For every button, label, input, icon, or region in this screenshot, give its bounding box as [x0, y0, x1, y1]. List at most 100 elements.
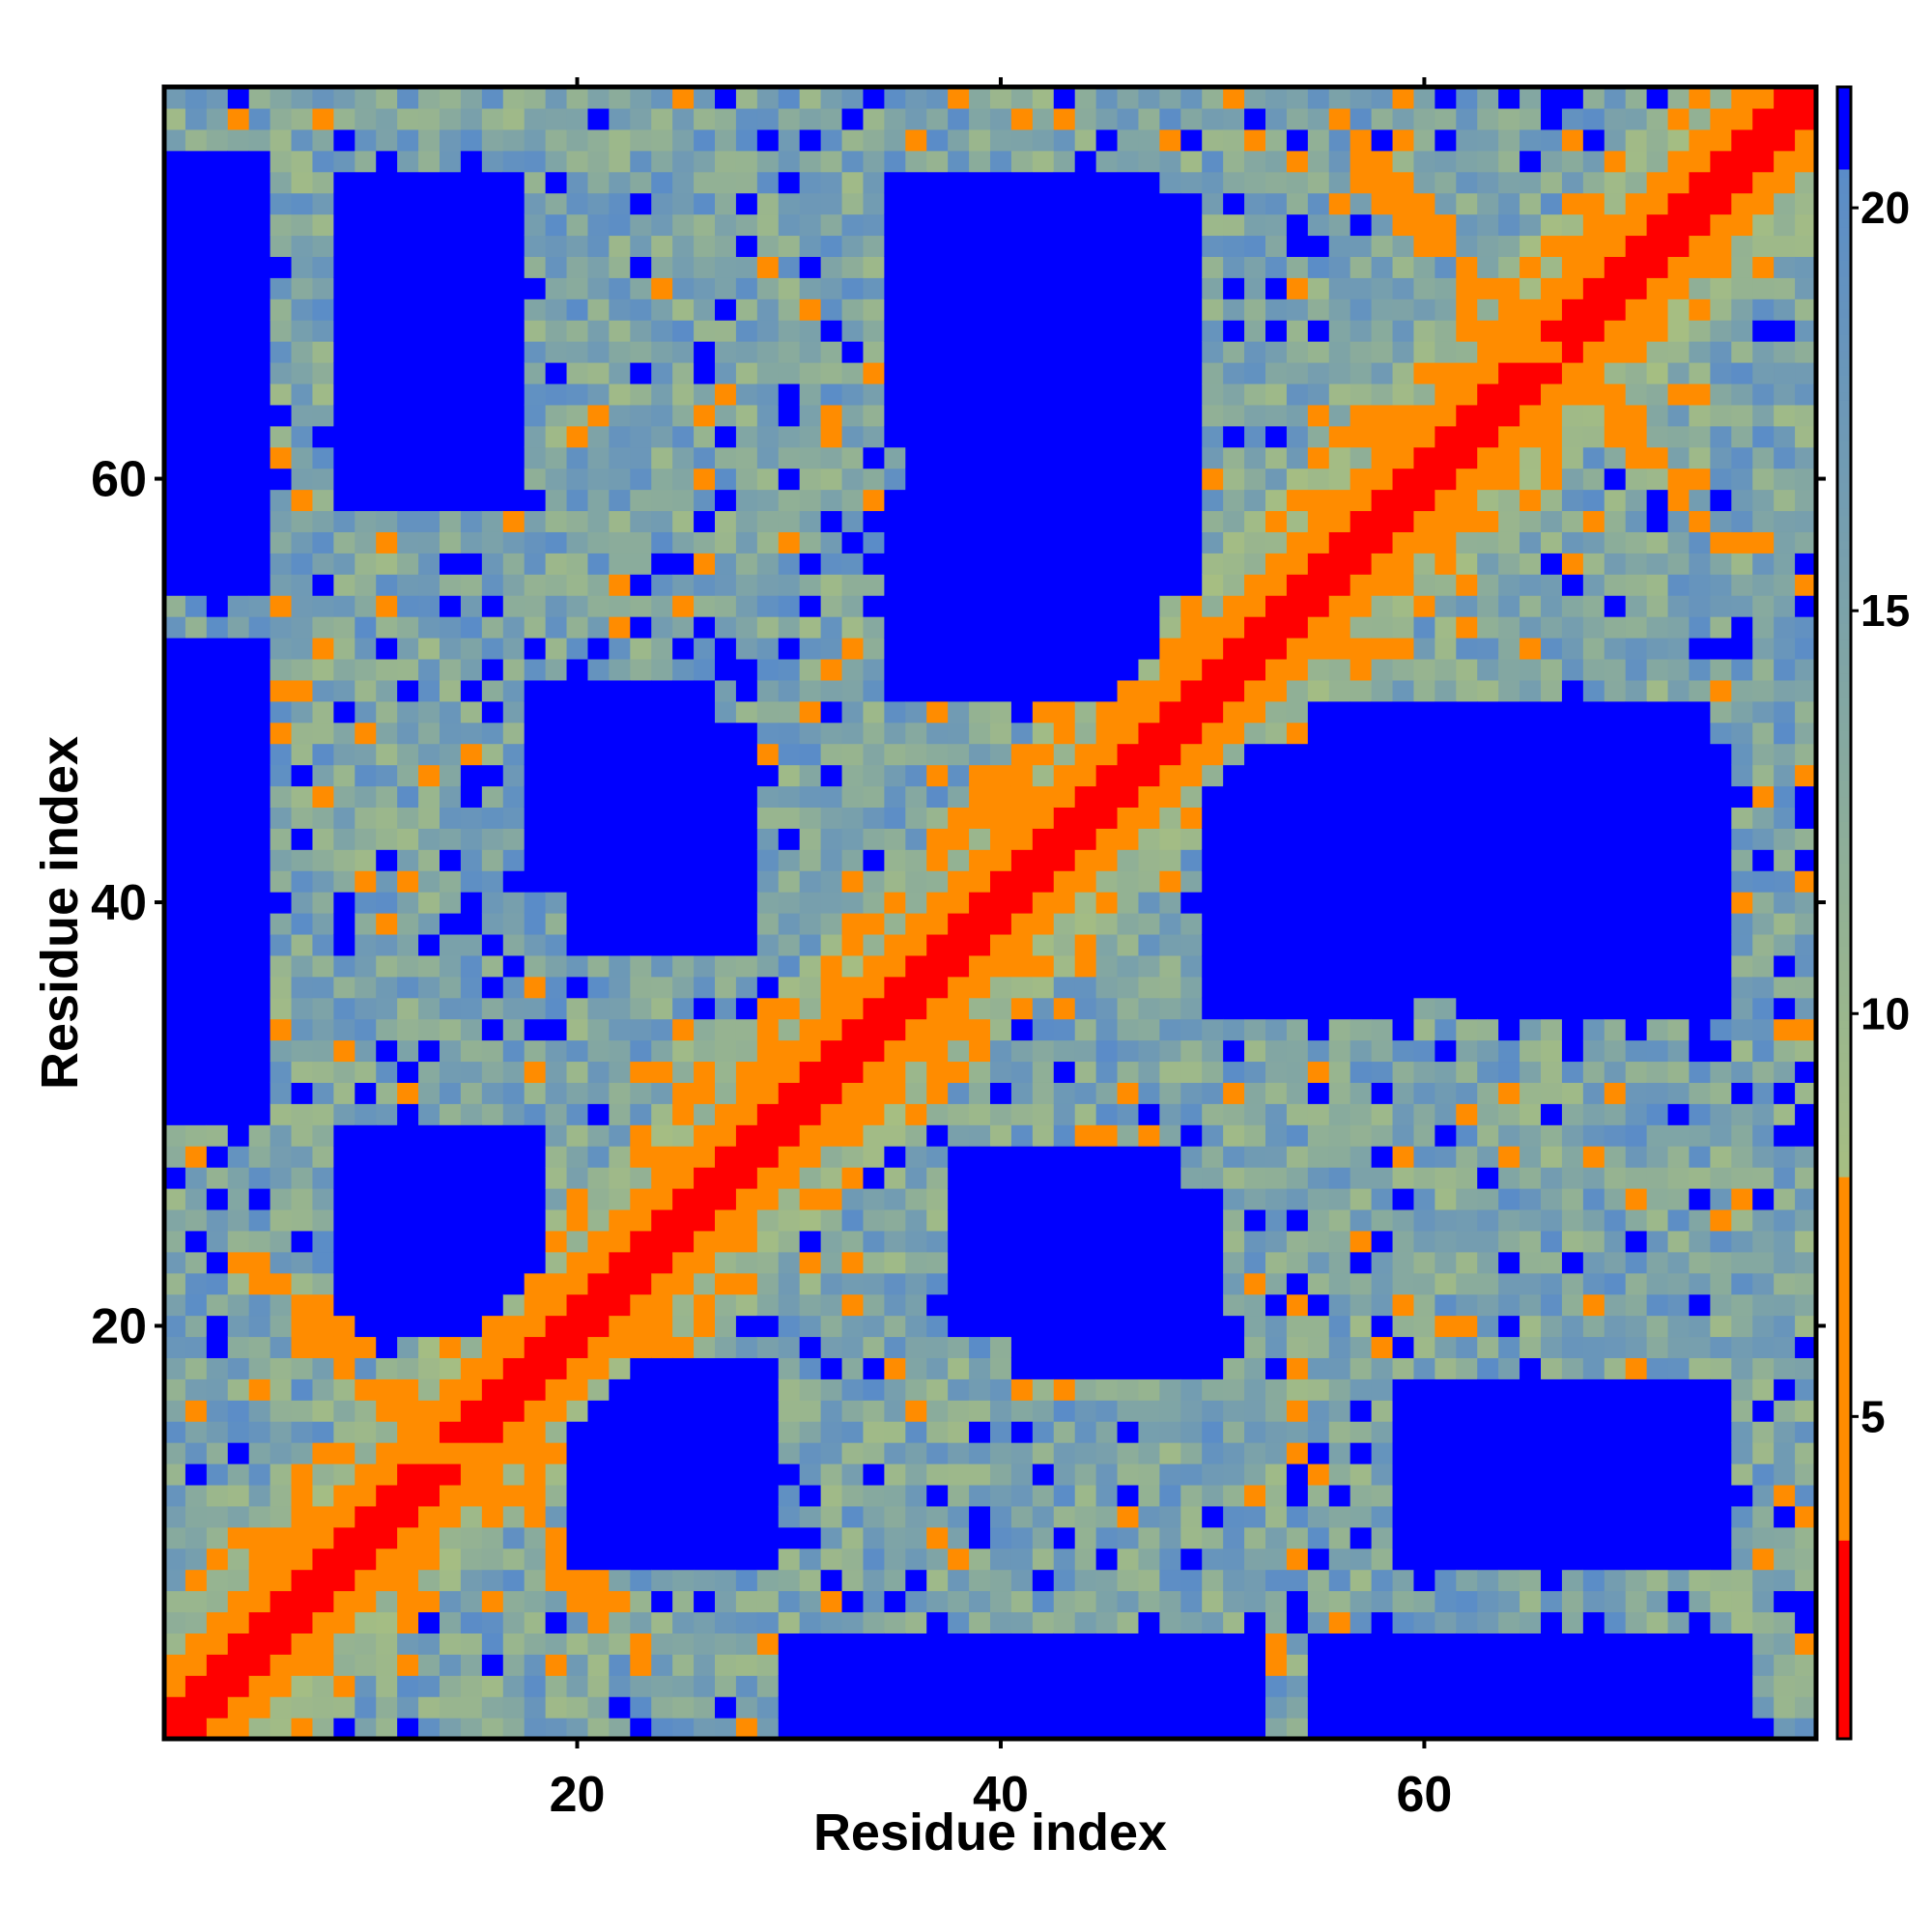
heatmap-cell	[905, 1293, 927, 1317]
heatmap-cell	[820, 574, 843, 596]
heatmap-cell	[566, 383, 589, 406]
heatmap-cell	[1413, 1421, 1435, 1443]
heatmap-cell	[524, 1526, 547, 1549]
heatmap-cell	[1095, 743, 1119, 766]
heatmap-cell	[460, 1336, 483, 1358]
heatmap-cell	[1350, 1251, 1373, 1274]
heatmap-cell	[672, 468, 695, 491]
heatmap-cell	[291, 256, 314, 278]
heatmap-cell	[1371, 1590, 1394, 1613]
heatmap-cell	[1265, 1357, 1288, 1379]
heatmap-cell	[1095, 320, 1119, 342]
heatmap-cell	[1223, 892, 1245, 914]
heatmap-cell	[948, 362, 970, 384]
heatmap-cell	[651, 341, 673, 363]
heatmap-cell	[1117, 638, 1140, 660]
heatmap-cell	[863, 150, 885, 173]
heatmap-cell	[566, 298, 589, 321]
heatmap-cell	[990, 722, 1012, 745]
heatmap-cell	[1117, 1718, 1140, 1740]
heatmap-cell	[376, 1251, 398, 1274]
heatmap-cell	[1286, 1061, 1309, 1083]
heatmap-cell	[333, 1526, 355, 1549]
heatmap-cell	[756, 1675, 780, 1697]
heatmap-cell	[440, 1082, 462, 1104]
heatmap-cell	[651, 1146, 673, 1168]
heatmap-cell	[1032, 1590, 1055, 1613]
heatmap-cell	[1307, 1633, 1330, 1655]
heatmap-cell	[715, 150, 737, 173]
heatmap-cell	[630, 320, 652, 342]
heatmap-cell	[248, 320, 271, 342]
heatmap-cell	[1328, 1061, 1351, 1083]
heatmap-cell	[502, 892, 526, 914]
heatmap-cell	[884, 1463, 906, 1486]
heatmap-cell	[905, 446, 927, 469]
heatmap-cell	[672, 510, 695, 532]
heatmap-cell	[1223, 468, 1245, 491]
heatmap-cell	[502, 468, 526, 491]
heatmap-cell	[227, 531, 250, 554]
heatmap-cell	[418, 1293, 440, 1317]
heatmap-cell	[481, 1208, 504, 1232]
heatmap-cell	[1244, 1188, 1266, 1210]
heatmap-cell	[1435, 828, 1457, 850]
heatmap-cell	[206, 1654, 229, 1676]
heatmap-cell	[1477, 1357, 1499, 1379]
heatmap-cell	[1244, 870, 1266, 893]
heatmap-cell	[460, 892, 483, 914]
heatmap-cell	[440, 1272, 462, 1295]
heatmap-cell	[1498, 849, 1520, 871]
heatmap-cell	[291, 1675, 314, 1697]
heatmap-cell	[418, 807, 440, 829]
heatmap-cell	[248, 553, 271, 575]
heatmap-cell	[863, 807, 885, 829]
heatmap-cell	[799, 976, 822, 999]
heatmap-cell	[566, 1167, 589, 1189]
heatmap-cell	[905, 679, 927, 702]
heatmap-cell	[1223, 1103, 1245, 1125]
heatmap-cell	[990, 404, 1012, 427]
heatmap-cell	[1223, 553, 1245, 575]
heatmap-cell	[694, 171, 716, 194]
heatmap-cell	[270, 1018, 293, 1041]
heatmap-cell	[926, 1251, 949, 1274]
heatmap-cell	[1265, 1188, 1288, 1210]
heatmap-cell	[545, 764, 568, 787]
heatmap-cell	[694, 1548, 716, 1571]
heatmap-cell	[1498, 1526, 1520, 1549]
heatmap-cell	[990, 1061, 1012, 1083]
heatmap-cell	[905, 574, 927, 596]
heatmap-cell	[1456, 320, 1478, 342]
heatmap-cell	[969, 1230, 991, 1253]
heatmap-cell	[1498, 1463, 1520, 1486]
heatmap-cell	[333, 128, 355, 152]
heatmap-cell	[270, 277, 293, 299]
heatmap-cell	[185, 1357, 208, 1379]
heatmap-cell	[587, 1505, 610, 1528]
heatmap-cell	[1010, 1675, 1034, 1697]
heatmap-cell	[1265, 722, 1288, 745]
heatmap-cell	[969, 213, 991, 237]
heatmap-cell	[1286, 849, 1309, 871]
heatmap-cell	[355, 1633, 377, 1655]
heatmap-cell	[1053, 638, 1076, 660]
heatmap-cell	[841, 341, 865, 363]
heatmap-cell	[1223, 489, 1245, 512]
heatmap-cell	[1074, 256, 1097, 278]
heatmap-cell	[1413, 1357, 1435, 1379]
heatmap-cell	[1159, 1315, 1181, 1338]
heatmap-cell	[164, 1421, 186, 1443]
heatmap-cell	[1350, 1633, 1373, 1655]
heatmap-cell	[1392, 1251, 1415, 1274]
heatmap-cell	[630, 870, 652, 893]
heatmap-cell	[1180, 1082, 1203, 1104]
heatmap-cell	[1350, 1208, 1373, 1232]
heatmap-cell	[1138, 976, 1160, 999]
heatmap-cell	[1223, 1230, 1245, 1253]
heatmap-cell	[1350, 1718, 1373, 1740]
heatmap-cell	[694, 954, 716, 978]
heatmap-cell	[1117, 828, 1140, 850]
heatmap-cell	[778, 638, 801, 660]
heatmap-cell	[1392, 892, 1415, 914]
